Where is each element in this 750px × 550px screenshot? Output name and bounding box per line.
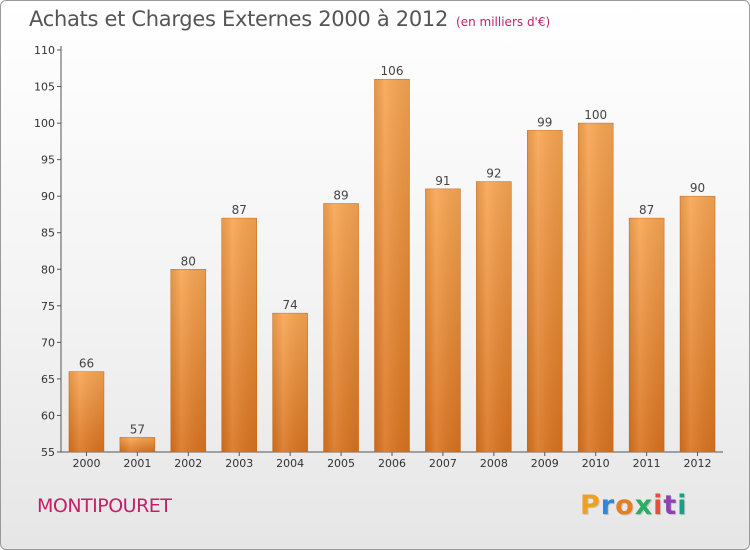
x-tick-label-2008: 2008	[480, 457, 508, 470]
bar-shade-2007	[425, 188, 461, 452]
x-tick-label-2007: 2007	[429, 457, 457, 470]
x-tick-label-2003: 2003	[225, 457, 253, 470]
commune-name: MONTIPOURET	[37, 495, 172, 517]
bar-shade-2003	[221, 218, 257, 452]
chart-subtitle: (en milliers d'€)	[456, 15, 551, 29]
x-tick-label-2005: 2005	[327, 457, 355, 470]
bar-shade-2011	[629, 218, 665, 452]
y-tick-label: 90	[41, 190, 55, 203]
y-tick-label: 60	[41, 409, 55, 422]
value-label-2011: 87	[639, 203, 654, 217]
bar-shade-2001	[119, 437, 155, 452]
y-tick-label: 100	[34, 117, 55, 130]
value-label-2005: 89	[333, 188, 348, 202]
y-tick-label: 80	[41, 263, 55, 276]
chart-title: Achats et Charges Externes 2000 à 2012 (e…	[29, 7, 550, 31]
value-label-2001: 57	[130, 422, 145, 436]
value-label-2012: 90	[690, 181, 705, 195]
x-tick-label-2011: 2011	[633, 457, 661, 470]
chart-title-text: Achats et Charges Externes 2000 à 2012	[29, 7, 449, 31]
x-tick-label-2010: 2010	[582, 457, 610, 470]
bar-shade-2010	[578, 123, 614, 452]
y-tick-label: 95	[41, 154, 55, 167]
value-label-2007: 91	[435, 174, 450, 188]
logo-letter: t	[663, 490, 678, 521]
y-tick-label: 105	[34, 81, 55, 94]
bar-shade-2005	[323, 203, 359, 452]
value-label-2009: 99	[537, 115, 552, 129]
value-label-2010: 100	[584, 108, 607, 122]
value-label-2004: 74	[283, 298, 298, 312]
y-tick-label: 85	[41, 227, 55, 240]
y-tick-label: 70	[41, 336, 55, 349]
x-tick-label-2002: 2002	[174, 457, 202, 470]
logo-letter: P	[580, 490, 601, 521]
bar-shade-2008	[476, 181, 512, 452]
value-label-2006: 106	[381, 64, 404, 78]
y-tick-label: 75	[41, 300, 55, 313]
bar-shade-2006	[374, 79, 410, 453]
value-label-2002: 80	[181, 254, 196, 268]
x-tick-label-2012: 2012	[684, 457, 712, 470]
logo-letter: x	[634, 490, 654, 521]
bar-shade-2000	[68, 371, 104, 452]
value-label-2003: 87	[232, 203, 247, 217]
value-label-2008: 92	[486, 167, 501, 181]
bar-shade-2004	[272, 313, 308, 452]
bar-shade-2002	[170, 269, 206, 452]
y-tick-label: 65	[41, 373, 55, 386]
x-tick-label-2001: 2001	[123, 457, 151, 470]
x-tick-label-2006: 2006	[378, 457, 406, 470]
logo-letter: o	[615, 490, 635, 521]
logo-letter: r	[600, 490, 616, 521]
value-label-2000: 66	[79, 357, 94, 371]
proxiti-logo[interactable]: Proxiti	[580, 490, 688, 521]
x-tick-label-2009: 2009	[531, 457, 559, 470]
x-tick-label-2004: 2004	[276, 457, 304, 470]
bar-shade-2009	[527, 130, 563, 452]
logo-letter: i	[677, 490, 688, 521]
y-tick-label: 55	[41, 446, 55, 459]
x-tick-label-2000: 2000	[72, 457, 100, 470]
logo-letter: i	[653, 490, 664, 521]
bar-shade-2012	[680, 196, 716, 452]
y-tick-label: 110	[34, 44, 55, 57]
